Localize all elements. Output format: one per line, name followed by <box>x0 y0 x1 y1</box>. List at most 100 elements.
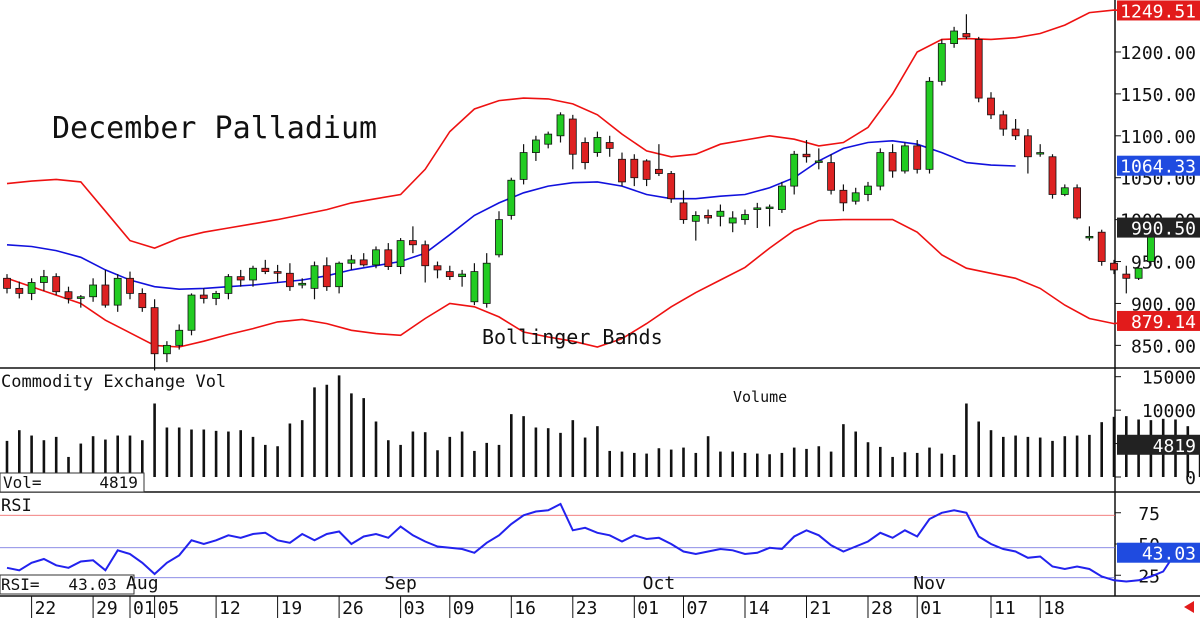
candle-body <box>335 262 344 288</box>
candle-body <box>236 276 245 281</box>
day-label: 14 <box>748 598 770 619</box>
upper-band-line <box>6 9 1139 249</box>
candle-body <box>1110 262 1118 271</box>
candle-body <box>1011 128 1020 137</box>
candle-body <box>89 284 97 298</box>
rsi-last-tag: 43.03 <box>1117 542 1200 565</box>
candle-body <box>901 145 909 172</box>
candle-body <box>1073 187 1081 219</box>
candle-body <box>827 162 835 191</box>
day-label: 11 <box>994 598 1016 619</box>
volume-last-tag: 4819 <box>1117 434 1200 457</box>
volume-label: Volume <box>733 388 787 406</box>
volume-tick-label: 15000 <box>1142 368 1196 389</box>
candle-body <box>76 296 85 299</box>
panel-frames <box>0 0 1200 597</box>
candle-body <box>655 168 663 174</box>
candle-body <box>126 277 134 294</box>
rsi-tag-label: 43.03 <box>1142 544 1196 565</box>
day-label: 21 <box>810 598 832 619</box>
candle-body <box>101 284 110 306</box>
candle-body <box>839 189 848 204</box>
price-tick-label: 1200.00 <box>1120 43 1196 64</box>
rsi-readout: RSI= 43.03 <box>1 575 117 594</box>
day-label: 22 <box>35 598 57 619</box>
candle-body <box>421 244 430 267</box>
candle-body <box>372 249 380 266</box>
middle-band-tag-label: 1064.33 <box>1120 157 1196 178</box>
candle-body <box>298 282 307 286</box>
candlestick-series <box>3 14 1155 371</box>
candle-body <box>212 292 221 299</box>
lower-band-tag-label: 879.14 <box>1131 312 1196 333</box>
volume-tick-label: 10000 <box>1142 401 1196 422</box>
candle-body <box>593 137 602 153</box>
candle-body <box>1036 152 1045 155</box>
bollinger-bands <box>6 9 1139 348</box>
candle-body <box>950 30 958 44</box>
candle-body <box>15 287 24 294</box>
middle-band-tag <box>1117 155 1200 176</box>
candle-body <box>1122 273 1131 279</box>
day-label: 09 <box>453 598 475 619</box>
rsi-panel: RSI 255075 RSI= 43.03 43.03 <box>0 496 1200 595</box>
candle-body <box>359 259 368 266</box>
candle-body <box>667 173 676 200</box>
candle-body <box>273 271 282 274</box>
rsi-tag-box <box>1117 542 1200 563</box>
price-tick-label: 1100.00 <box>1120 127 1196 148</box>
candle-body <box>691 215 700 222</box>
candle-body <box>753 207 762 210</box>
candle-body <box>40 276 48 283</box>
candle-body <box>224 276 233 294</box>
candle-body <box>433 265 442 271</box>
candle-body <box>544 133 553 145</box>
candle-body <box>876 152 885 187</box>
month-label: Sep <box>384 573 417 594</box>
candle-body <box>384 249 393 267</box>
last-price-tag-label: 990.50 <box>1131 219 1196 240</box>
candle-body <box>482 262 491 304</box>
volume-readout-box <box>0 472 145 493</box>
candle-body <box>1048 156 1057 195</box>
day-label: 12 <box>219 598 241 619</box>
last-price-tag <box>1117 217 1200 238</box>
candle-body <box>642 160 651 180</box>
candle-body <box>261 267 270 272</box>
candle-body <box>581 142 589 164</box>
price-y-axis: 850.00900.00950.001000.001050.001100.001… <box>1115 43 1196 357</box>
day-label: 29 <box>96 598 118 619</box>
candle-body <box>618 158 626 183</box>
rsi-readout-box <box>0 574 135 595</box>
day-label: 28 <box>871 598 893 619</box>
candle-body <box>937 43 946 82</box>
day-label: 26 <box>342 598 364 619</box>
day-label: 03 <box>404 598 426 619</box>
rsi-line <box>6 502 1177 583</box>
candle-body <box>408 240 417 246</box>
candle-body <box>1060 187 1069 195</box>
upper-band-tag-label: 1249.51 <box>1120 1 1196 22</box>
candle-body <box>150 307 159 355</box>
candle-body <box>802 153 811 158</box>
day-label: 19 <box>281 598 303 619</box>
candle-body <box>864 185 872 195</box>
left-arrow-icon[interactable] <box>1184 601 1194 613</box>
candle-body <box>704 215 712 219</box>
candle-body <box>765 206 774 209</box>
volume-readout: Vol= 4819 <box>3 473 138 492</box>
price-axis-tags: 1249.51 1064.33 990.50 879.14 <box>1117 0 1200 333</box>
chart-title: December Palladium <box>52 111 377 146</box>
upper-band-tag <box>1117 0 1200 21</box>
bollinger-label: Bollinger Bands <box>482 325 663 349</box>
candle-body <box>974 38 983 99</box>
candle-body <box>458 273 467 278</box>
candle-body <box>310 265 319 289</box>
candle-body <box>741 214 749 221</box>
lower-band-line <box>6 218 1139 348</box>
candle-body <box>347 259 356 264</box>
candle-body <box>1024 135 1032 158</box>
day-label: 16 <box>514 598 536 619</box>
